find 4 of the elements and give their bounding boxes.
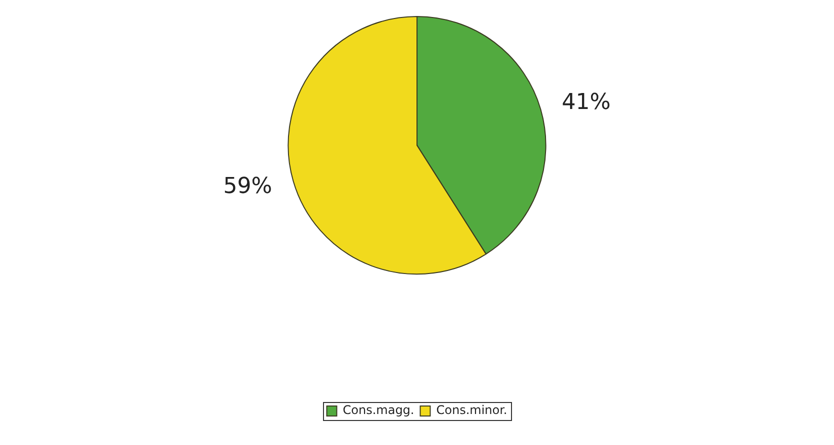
data-label: 59% [223,174,272,200]
legend-label: Cons.minor. [436,403,508,418]
legend-label: Cons.magg. [342,403,414,418]
data-label: 41% [562,90,611,115]
